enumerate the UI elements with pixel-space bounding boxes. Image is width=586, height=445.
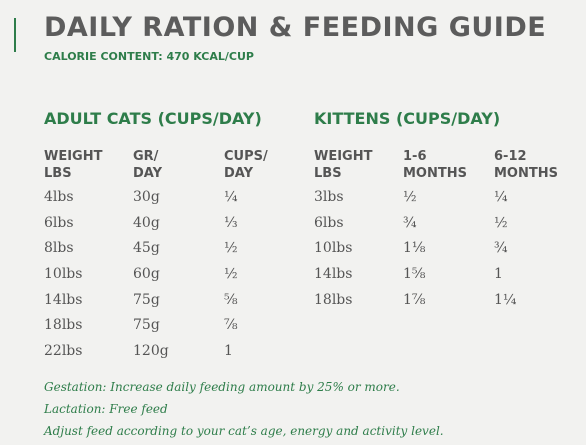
title-accent-bar bbox=[14, 18, 16, 52]
adult-cups: ⅞ bbox=[224, 317, 238, 334]
adult-cups: 1 bbox=[224, 342, 233, 359]
calorie-content: CALORIE CONTENT: 470 KCAL/CUP bbox=[44, 50, 254, 63]
table-row: 14lbs 1⅝ 1 bbox=[314, 261, 574, 287]
lactation-note: Lactation: Free feed bbox=[44, 402, 168, 416]
adult-cups: ½ bbox=[224, 265, 238, 282]
adult-weight: 22lbs bbox=[44, 342, 83, 359]
kitten-section-title: KITTENS (CUPS/DAY) bbox=[314, 109, 501, 128]
table-row: 4lbs 30g ¼ bbox=[44, 184, 304, 210]
table-row: 14lbs 75g ⅝ bbox=[44, 287, 304, 313]
feeding-notes: Gestation: Increase daily feeding amount… bbox=[44, 376, 444, 442]
table-row: 8lbs 45g ½ bbox=[44, 235, 304, 261]
kitten-weight: 10lbs bbox=[314, 240, 353, 257]
adult-feeding-table: WEIGHT LBS GR/ DAY CUPS/ DAY 4lbs 30g ¼ … bbox=[44, 148, 304, 364]
kitten-table-header: WEIGHT LBS 1-6 MONTHS 6-12 MONTHS bbox=[314, 148, 574, 184]
kitten-header-6-12-months: 6-12 MONTHS bbox=[494, 149, 558, 181]
adult-cups: ⅝ bbox=[224, 291, 238, 308]
adult-section-title: ADULT CATS (CUPS/DAY) bbox=[44, 109, 262, 128]
table-row: 3lbs ½ ¼ bbox=[314, 184, 574, 210]
adult-weight: 10lbs bbox=[44, 265, 83, 282]
adult-weight: 18lbs bbox=[44, 317, 83, 334]
adult-table-header: WEIGHT LBS GR/ DAY CUPS/ DAY bbox=[44, 148, 304, 184]
kitten-1-6-months: 1⅛ bbox=[403, 240, 426, 257]
kitten-1-6-months: ½ bbox=[403, 188, 417, 205]
kitten-1-6-months: 1⅝ bbox=[403, 265, 426, 282]
adult-weight: 6lbs bbox=[44, 214, 74, 231]
adult-cups: ½ bbox=[224, 240, 238, 257]
table-row: 6lbs ¾ ½ bbox=[314, 210, 574, 236]
kitten-weight: 14lbs bbox=[314, 265, 353, 282]
kitten-feeding-table: WEIGHT LBS 1-6 MONTHS 6-12 MONTHS 3lbs ½… bbox=[314, 148, 574, 312]
kitten-1-6-months: ¾ bbox=[403, 214, 417, 231]
page-title: DAILY RATION & FEEDING GUIDE bbox=[44, 12, 547, 43]
kitten-header-weight: WEIGHT LBS bbox=[314, 149, 373, 181]
kitten-6-12-months: ½ bbox=[494, 214, 508, 231]
kitten-6-12-months: ¼ bbox=[494, 188, 508, 205]
kitten-1-6-months: 1⅞ bbox=[403, 291, 426, 308]
adult-weight: 14lbs bbox=[44, 291, 83, 308]
kitten-weight: 6lbs bbox=[314, 214, 344, 231]
kitten-weight: 3lbs bbox=[314, 188, 344, 205]
adult-cups: ¼ bbox=[224, 188, 238, 205]
adult-grams: 30g bbox=[133, 188, 160, 205]
adult-grams: 75g bbox=[133, 291, 160, 308]
table-row: 18lbs 1⅞ 1¼ bbox=[314, 287, 574, 313]
kitten-6-12-months: 1¼ bbox=[494, 291, 517, 308]
adult-grams: 75g bbox=[133, 317, 160, 334]
kitten-6-12-months: 1 bbox=[494, 265, 503, 282]
adjust-feed-note: Adjust feed according to your cat’s age,… bbox=[44, 424, 444, 438]
adult-header-cups: CUPS/ DAY bbox=[224, 149, 268, 181]
adult-weight: 4lbs bbox=[44, 188, 74, 205]
adult-weight: 8lbs bbox=[44, 240, 74, 257]
kitten-6-12-months: ¾ bbox=[494, 240, 508, 257]
kitten-weight: 18lbs bbox=[314, 291, 353, 308]
gestation-note: Gestation: Increase daily feeding amount… bbox=[44, 380, 400, 394]
table-row: 18lbs 75g ⅞ bbox=[44, 312, 304, 338]
adult-grams: 120g bbox=[133, 342, 169, 359]
adult-header-grams: GR/ DAY bbox=[133, 149, 163, 181]
table-row: 10lbs 1⅛ ¾ bbox=[314, 235, 574, 261]
adult-grams: 60g bbox=[133, 265, 160, 282]
kitten-header-1-6-months: 1-6 MONTHS bbox=[403, 149, 467, 181]
table-row: 6lbs 40g ⅓ bbox=[44, 210, 304, 236]
adult-cups: ⅓ bbox=[224, 214, 238, 231]
table-row: 22lbs 120g 1 bbox=[44, 338, 304, 364]
adult-header-weight: WEIGHT LBS bbox=[44, 149, 103, 181]
adult-grams: 45g bbox=[133, 240, 160, 257]
adult-grams: 40g bbox=[133, 214, 160, 231]
table-row: 10lbs 60g ½ bbox=[44, 261, 304, 287]
